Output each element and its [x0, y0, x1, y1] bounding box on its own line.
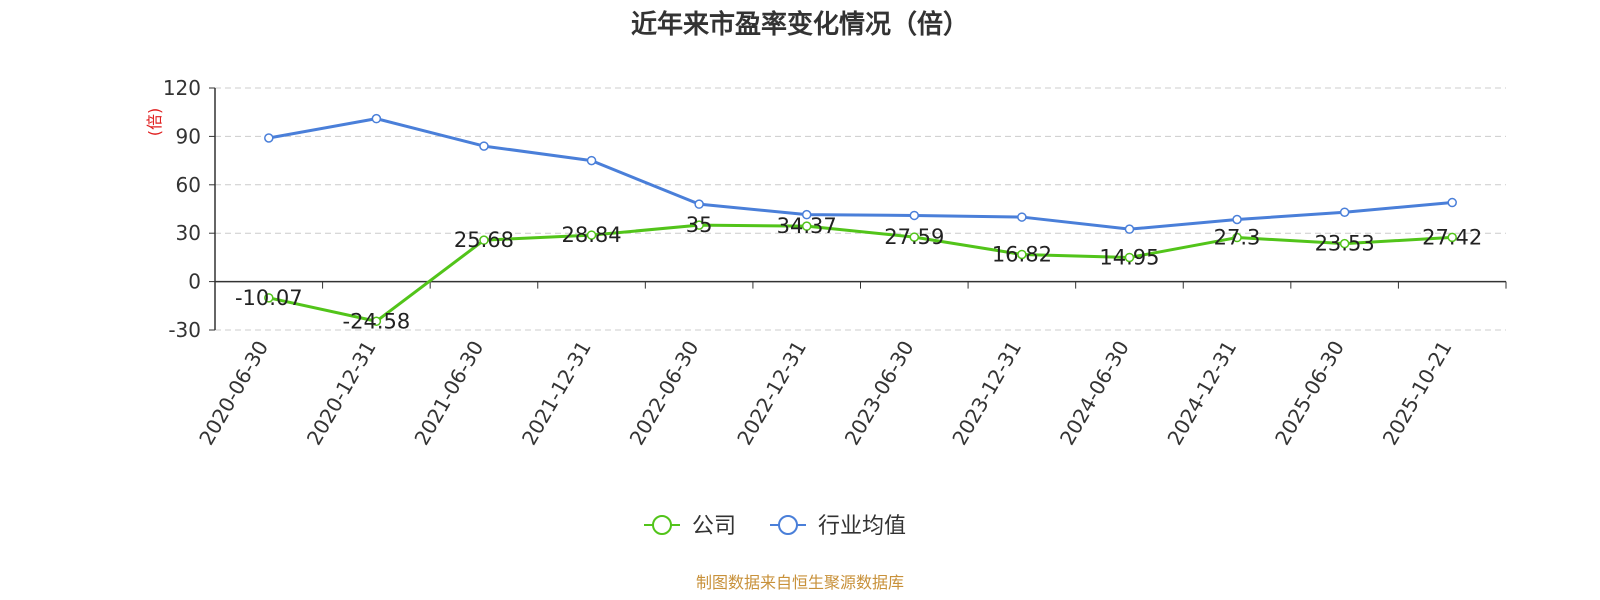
legend-marker-icon: [652, 515, 672, 535]
data-label: 28.84: [561, 223, 621, 247]
series-point-1: [1124, 224, 1135, 234]
series-point-1: [909, 210, 920, 221]
data-label: 27.3: [1214, 226, 1261, 250]
source-note: 制图数据来自恒生聚源数据库: [696, 573, 904, 592]
series-point-1: [801, 209, 812, 220]
series-point-1: [264, 133, 274, 143]
series-point-0: [1447, 232, 1457, 243]
chart-title: 近年来市盈率变化情况（倍）: [631, 9, 969, 40]
data-label: 14.95: [1099, 245, 1159, 269]
y-tick-label: -30: [168, 318, 201, 342]
x-tick-label: 2025-10-21: [1378, 337, 1457, 450]
x-tick-label: 2022-12-31: [732, 337, 811, 450]
data-label: 35: [686, 213, 713, 237]
legend-marker-icon: [778, 515, 798, 535]
y-tick-label: 30: [176, 221, 201, 245]
series-point-1: [1447, 197, 1457, 208]
x-tick-label: 2021-12-31: [517, 337, 596, 450]
series-point-1: [1017, 212, 1027, 222]
series-layer: [264, 113, 1457, 327]
legend-label: 公司: [692, 514, 736, 539]
data-label: 25.68: [454, 228, 514, 252]
series-point-1: [1339, 207, 1350, 217]
grid-layer: [215, 87, 1506, 331]
x-tick-label: 2025-06-30: [1270, 337, 1349, 450]
legend: 公司 行业均值: [644, 514, 906, 539]
x-tick-label: 2023-06-30: [840, 337, 919, 450]
x-tick-label: 2020-06-30: [194, 337, 273, 450]
series-line-1: [268, 117, 1453, 231]
y-tick-label: 60: [176, 173, 201, 197]
series-point-1: [371, 113, 382, 124]
x-tick-label: 2022-06-30: [625, 337, 704, 450]
data-label: 16.82: [992, 242, 1052, 266]
legend-label: 行业均值: [818, 514, 906, 539]
series-point-0: [586, 230, 597, 240]
x-tick-label: 2021-06-30: [409, 337, 488, 450]
series-point-0: [1339, 238, 1350, 249]
data-label-layer: -10.07 -24.58 25.68 28.84 35 34.37 27.59 16.82 1…: [235, 213, 1482, 333]
series-point-1: [694, 199, 704, 209]
series-point-0: [801, 221, 812, 231]
data-label: 27.42: [1422, 225, 1482, 249]
series-point-1: [586, 155, 597, 166]
data-label: 27.59: [884, 225, 944, 249]
data-label: -10.07: [235, 286, 303, 310]
series-point-0: [371, 316, 382, 327]
series-point-0: [479, 235, 489, 245]
y-axis-unit-label: (倍): [145, 108, 164, 137]
y-tick-label: 90: [176, 124, 201, 148]
series-point-0: [1232, 232, 1242, 243]
x-tick-label: 2024-06-30: [1055, 337, 1134, 450]
x-tick-label: 2024-12-31: [1162, 337, 1241, 450]
y-tick-label: 120: [163, 76, 201, 100]
series-point-1: [1232, 214, 1242, 225]
legend-item-1[interactable]: 行业均值: [770, 514, 906, 539]
series-point-0: [694, 220, 704, 230]
series-line-0: [268, 223, 1453, 323]
x-tick-label: 2023-12-31: [947, 337, 1026, 450]
data-label: 23.53: [1315, 232, 1375, 256]
series-point-0: [1124, 252, 1135, 263]
data-label: 34.37: [777, 214, 837, 238]
legend-item-0[interactable]: 公司: [644, 514, 736, 539]
series-point-1: [479, 141, 489, 151]
y-tick-label: 0: [188, 270, 201, 294]
data-label: -24.58: [343, 309, 411, 333]
series-point-0: [264, 293, 274, 303]
x-tick-label: 2020-12-31: [302, 337, 381, 450]
series-point-0: [909, 232, 920, 242]
series-point-0: [1017, 249, 1027, 260]
